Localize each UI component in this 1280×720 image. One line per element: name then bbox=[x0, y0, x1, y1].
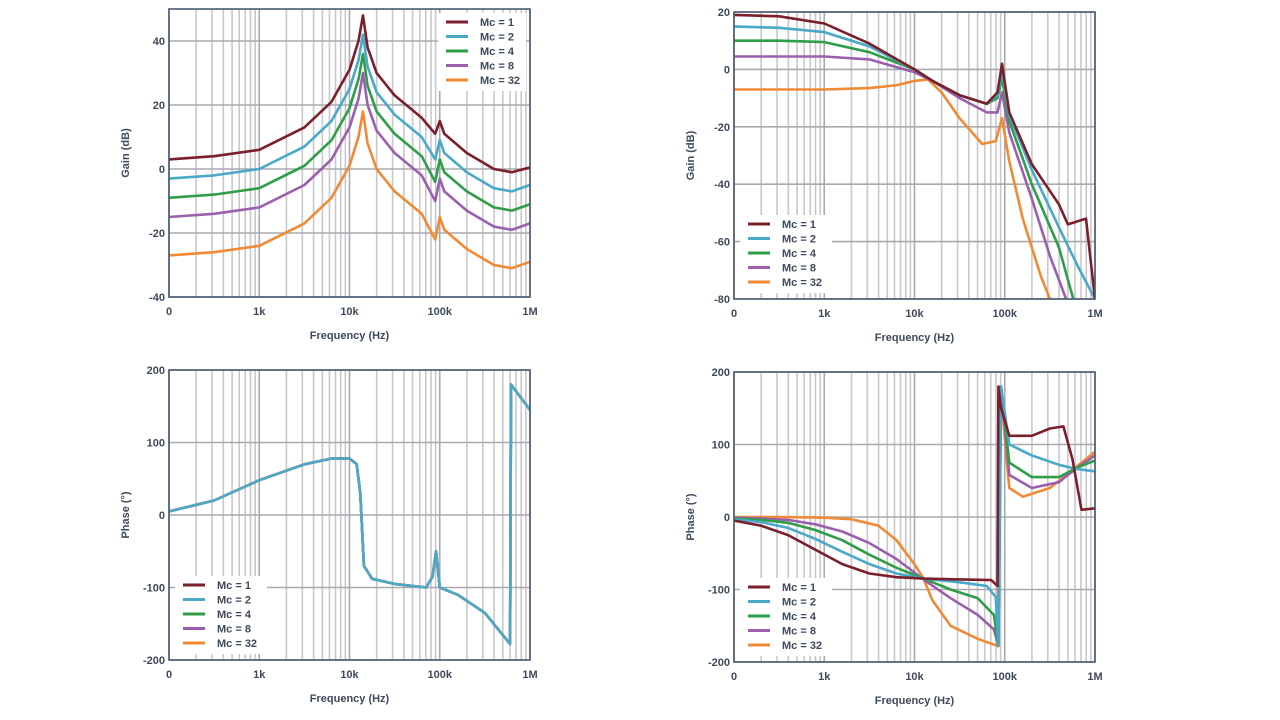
plot-frame bbox=[733, 371, 1096, 663]
y-tick-label: 100 bbox=[147, 438, 165, 450]
y-tick-label: 0 bbox=[159, 510, 165, 522]
legend-label: Mc = 32 bbox=[480, 75, 520, 87]
x-tick-label: 100k bbox=[993, 308, 1018, 320]
y-tick-label: 200 bbox=[712, 367, 730, 379]
legend-label: Mc = 4 bbox=[480, 46, 515, 58]
legend: Mc = 1 Mc = 2 Mc = 4 Mc = 8 Mc = 32 bbox=[175, 576, 267, 654]
y-axis-label: Phase (°) bbox=[120, 491, 132, 539]
legend: Mc = 1 Mc = 2 Mc = 4 Mc = 8 Mc = 32 bbox=[740, 578, 832, 656]
series-line-mc1 bbox=[169, 14, 530, 174]
x-tick-label: 100k bbox=[428, 669, 453, 681]
legend-label: Mc = 1 bbox=[782, 582, 816, 594]
x-tick-label: 100k bbox=[428, 306, 453, 318]
series-line-mc32 bbox=[734, 78, 1052, 299]
series-line-mc8 bbox=[734, 385, 1095, 648]
x-tick-label: 0 bbox=[731, 308, 737, 320]
series-line-mc8 bbox=[169, 71, 530, 232]
legend-label: Mc = 1 bbox=[217, 580, 251, 592]
legend-label: Mc = 8 bbox=[782, 263, 816, 275]
legend-label: Mc = 4 bbox=[782, 248, 817, 260]
legend-label: Mc = 2 bbox=[782, 234, 816, 246]
x-axis-label: Frequency (Hz) bbox=[875, 332, 955, 344]
y-tick-label: 20 bbox=[718, 7, 730, 19]
series-line-mc32 bbox=[734, 385, 1095, 648]
legend-label: Mc = 8 bbox=[217, 624, 251, 636]
x-axis-label: Frequency (Hz) bbox=[875, 695, 955, 707]
y-tick-label: -100 bbox=[143, 583, 165, 595]
y-tick-label: -80 bbox=[714, 294, 730, 306]
y-axis-label: Phase (°) bbox=[685, 493, 697, 541]
y-tick-label: 0 bbox=[159, 164, 165, 176]
legend: Mc = 1 Mc = 2 Mc = 4 Mc = 8 Mc = 32 bbox=[438, 13, 526, 91]
y-tick-label: -40 bbox=[714, 179, 730, 191]
legend-label: Mc = 8 bbox=[782, 626, 816, 638]
y-axis-label: Gain (dB) bbox=[685, 130, 697, 180]
y-tick-label: -200 bbox=[143, 655, 165, 667]
x-tick-label: 10k bbox=[340, 306, 359, 318]
series-group bbox=[169, 14, 530, 270]
y-tick-label: -100 bbox=[708, 585, 730, 597]
series-group bbox=[734, 385, 1095, 648]
legend-label: Mc = 32 bbox=[217, 638, 257, 650]
x-tick-label: 1k bbox=[818, 308, 831, 320]
series-line-mc1 bbox=[734, 13, 1095, 299]
x-tick-label: 10k bbox=[340, 669, 359, 681]
x-axis-label: Frequency (Hz) bbox=[310, 330, 390, 342]
y-tick-label: -200 bbox=[708, 657, 730, 669]
plot-frame bbox=[168, 369, 531, 661]
legend-label: Mc = 2 bbox=[217, 595, 251, 607]
legend-label: Mc = 4 bbox=[217, 609, 252, 621]
x-tick-label: 1M bbox=[1087, 308, 1102, 320]
legend-label: Mc = 2 bbox=[480, 32, 514, 44]
x-tick-label: 1k bbox=[253, 669, 266, 681]
x-tick-label: 1M bbox=[1087, 671, 1102, 683]
y-tick-label: 20 bbox=[153, 100, 165, 112]
x-tick-label: 1k bbox=[253, 306, 266, 318]
x-tick-label: 1M bbox=[522, 306, 537, 318]
series-line-mc8 bbox=[734, 55, 1068, 299]
y-tick-label: -60 bbox=[714, 237, 730, 249]
series-group bbox=[734, 13, 1095, 299]
y-tick-label: -20 bbox=[149, 228, 165, 240]
y-tick-label: 200 bbox=[147, 365, 165, 377]
plot-frame bbox=[168, 8, 531, 298]
legend: Mc = 1 Mc = 2 Mc = 4 Mc = 8 Mc = 32 bbox=[740, 215, 832, 293]
legend-label: Mc = 1 bbox=[480, 17, 514, 29]
series-line-mc2 bbox=[169, 383, 530, 646]
series-line-mc4 bbox=[734, 385, 1095, 648]
plot-frame bbox=[733, 11, 1096, 300]
legend-label: Mc = 1 bbox=[782, 219, 816, 231]
y-tick-label: 100 bbox=[712, 440, 730, 452]
x-tick-label: 0 bbox=[731, 671, 737, 683]
series-line-mc4 bbox=[169, 52, 530, 212]
legend-label: Mc = 32 bbox=[782, 277, 822, 289]
legend-label: Mc = 4 bbox=[782, 611, 817, 623]
series-line-mc2 bbox=[169, 33, 530, 193]
legend-label: Mc = 32 bbox=[782, 640, 822, 652]
x-tick-label: 0 bbox=[166, 306, 172, 318]
legend-label: Mc = 2 bbox=[782, 597, 816, 609]
x-tick-label: 0 bbox=[166, 669, 172, 681]
series-line-mc2 bbox=[734, 385, 1095, 648]
series-line-mc1 bbox=[734, 385, 1095, 588]
y-axis-label: Gain (dB) bbox=[120, 128, 132, 178]
legend-label: Mc = 8 bbox=[480, 61, 514, 73]
x-tick-label: 100k bbox=[993, 671, 1018, 683]
x-tick-label: 10k bbox=[905, 671, 924, 683]
y-tick-label: -40 bbox=[149, 292, 165, 304]
y-tick-label: 0 bbox=[724, 512, 730, 524]
series-line-mc32 bbox=[169, 110, 530, 270]
x-tick-label: 1M bbox=[522, 669, 537, 681]
x-axis-label: Frequency (Hz) bbox=[310, 693, 390, 705]
y-tick-label: 0 bbox=[724, 64, 730, 76]
x-tick-label: 1k bbox=[818, 671, 831, 683]
x-tick-label: 10k bbox=[905, 308, 924, 320]
series-group bbox=[169, 383, 530, 646]
y-tick-label: 40 bbox=[153, 36, 165, 48]
y-tick-label: -20 bbox=[714, 122, 730, 134]
